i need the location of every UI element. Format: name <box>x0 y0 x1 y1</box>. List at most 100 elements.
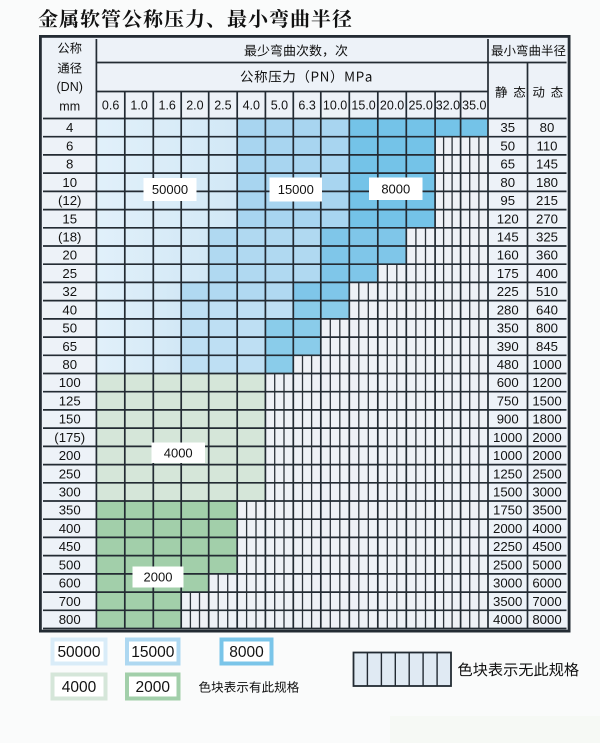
svg-text:1500: 1500 <box>493 485 522 500</box>
svg-text:2000: 2000 <box>136 679 171 696</box>
svg-text:80: 80 <box>62 357 77 372</box>
svg-text:35.0: 35.0 <box>462 99 486 113</box>
svg-text:15000: 15000 <box>278 182 314 197</box>
svg-text:1800: 1800 <box>532 412 561 427</box>
svg-text:1750: 1750 <box>493 503 522 518</box>
svg-text:10: 10 <box>62 175 77 190</box>
svg-text:40: 40 <box>62 302 77 317</box>
svg-text:20: 20 <box>62 248 77 263</box>
svg-text:1000: 1000 <box>493 430 522 445</box>
svg-text:50: 50 <box>62 321 77 336</box>
svg-text:250: 250 <box>59 466 81 481</box>
svg-text:1.0: 1.0 <box>130 99 147 113</box>
svg-text:175: 175 <box>497 266 519 281</box>
svg-text:100: 100 <box>59 375 81 390</box>
svg-text:325: 325 <box>536 230 558 245</box>
svg-text:1000: 1000 <box>493 448 522 463</box>
svg-text:350: 350 <box>497 321 519 336</box>
svg-text:480: 480 <box>497 357 519 372</box>
svg-text:65: 65 <box>500 157 515 172</box>
svg-text:2000: 2000 <box>532 448 561 463</box>
svg-text:700: 700 <box>59 594 81 609</box>
svg-text:215: 215 <box>536 193 558 208</box>
svg-text:95: 95 <box>500 193 515 208</box>
svg-text:(175): (175) <box>54 430 85 445</box>
svg-text:145: 145 <box>497 230 519 245</box>
svg-text:(DN): (DN) <box>57 80 83 94</box>
svg-text:3500: 3500 <box>493 594 522 609</box>
svg-text:3000: 3000 <box>532 485 561 500</box>
svg-text:15: 15 <box>62 211 77 226</box>
svg-text:800: 800 <box>59 612 81 627</box>
svg-text:0.6: 0.6 <box>102 99 119 113</box>
svg-text:(12): (12) <box>58 193 81 208</box>
svg-text:50000: 50000 <box>57 644 100 661</box>
svg-text:80: 80 <box>500 175 515 190</box>
svg-text:2.5: 2.5 <box>214 99 231 113</box>
svg-text:110: 110 <box>536 138 557 153</box>
svg-text:35: 35 <box>500 120 515 135</box>
svg-text:640: 640 <box>536 302 558 317</box>
svg-text:1000: 1000 <box>532 357 561 372</box>
svg-text:4000: 4000 <box>493 612 522 627</box>
svg-text:15000: 15000 <box>131 644 174 661</box>
svg-text:2500: 2500 <box>532 466 561 481</box>
svg-text:4: 4 <box>66 120 73 135</box>
svg-text:1500: 1500 <box>532 393 561 408</box>
svg-text:65: 65 <box>62 339 77 354</box>
svg-text:280: 280 <box>497 302 519 317</box>
svg-text:8000: 8000 <box>532 612 561 627</box>
svg-text:50: 50 <box>500 138 515 153</box>
svg-text:5000: 5000 <box>532 557 561 572</box>
svg-text:32: 32 <box>62 284 77 299</box>
svg-text:20.0: 20.0 <box>380 99 404 113</box>
svg-text:2000: 2000 <box>532 430 561 445</box>
svg-text:180: 180 <box>536 175 558 190</box>
svg-text:390: 390 <box>497 339 519 354</box>
svg-text:80: 80 <box>540 120 555 135</box>
svg-text:6000: 6000 <box>532 576 561 591</box>
svg-text:2250: 2250 <box>493 539 522 554</box>
svg-text:600: 600 <box>497 375 519 390</box>
svg-text:mm: mm <box>59 100 80 114</box>
svg-text:2.0: 2.0 <box>186 99 203 113</box>
svg-text:1.6: 1.6 <box>159 99 176 113</box>
svg-text:2500: 2500 <box>493 557 522 572</box>
svg-text:125: 125 <box>59 393 81 408</box>
svg-text:25: 25 <box>62 266 77 281</box>
svg-text:3500: 3500 <box>532 503 561 518</box>
svg-text:2000: 2000 <box>493 521 522 536</box>
svg-text:6: 6 <box>66 138 73 153</box>
svg-text:150: 150 <box>59 412 81 427</box>
svg-text:8000: 8000 <box>381 181 410 196</box>
svg-text:300: 300 <box>59 485 81 500</box>
svg-text:32.0: 32.0 <box>436 99 460 113</box>
svg-text:750: 750 <box>497 393 519 408</box>
svg-text:400: 400 <box>59 521 81 536</box>
svg-text:8000: 8000 <box>229 644 264 661</box>
svg-text:15.0: 15.0 <box>351 99 375 113</box>
svg-text:4.0: 4.0 <box>243 99 260 113</box>
svg-text:6.3: 6.3 <box>298 99 315 113</box>
svg-text:120: 120 <box>497 211 519 226</box>
svg-text:8: 8 <box>66 157 73 172</box>
svg-text:145: 145 <box>536 157 558 172</box>
svg-text:4000: 4000 <box>62 679 97 696</box>
svg-text:510: 510 <box>536 284 558 299</box>
svg-text:800: 800 <box>536 321 558 336</box>
svg-text:4000: 4000 <box>164 445 193 460</box>
svg-text:50000: 50000 <box>152 182 188 197</box>
svg-text:400: 400 <box>536 266 558 281</box>
svg-text:1200: 1200 <box>532 375 561 390</box>
svg-text:1250: 1250 <box>493 466 522 481</box>
svg-text:350: 350 <box>59 503 81 518</box>
svg-text:25.0: 25.0 <box>409 99 433 113</box>
svg-text:4000: 4000 <box>532 521 561 536</box>
svg-text:270: 270 <box>536 211 558 226</box>
svg-text:225: 225 <box>497 284 519 299</box>
svg-text:5.0: 5.0 <box>271 99 288 113</box>
svg-text:845: 845 <box>536 339 558 354</box>
svg-text:600: 600 <box>59 576 81 591</box>
svg-text:4500: 4500 <box>532 539 561 554</box>
svg-text:(18): (18) <box>58 230 81 245</box>
